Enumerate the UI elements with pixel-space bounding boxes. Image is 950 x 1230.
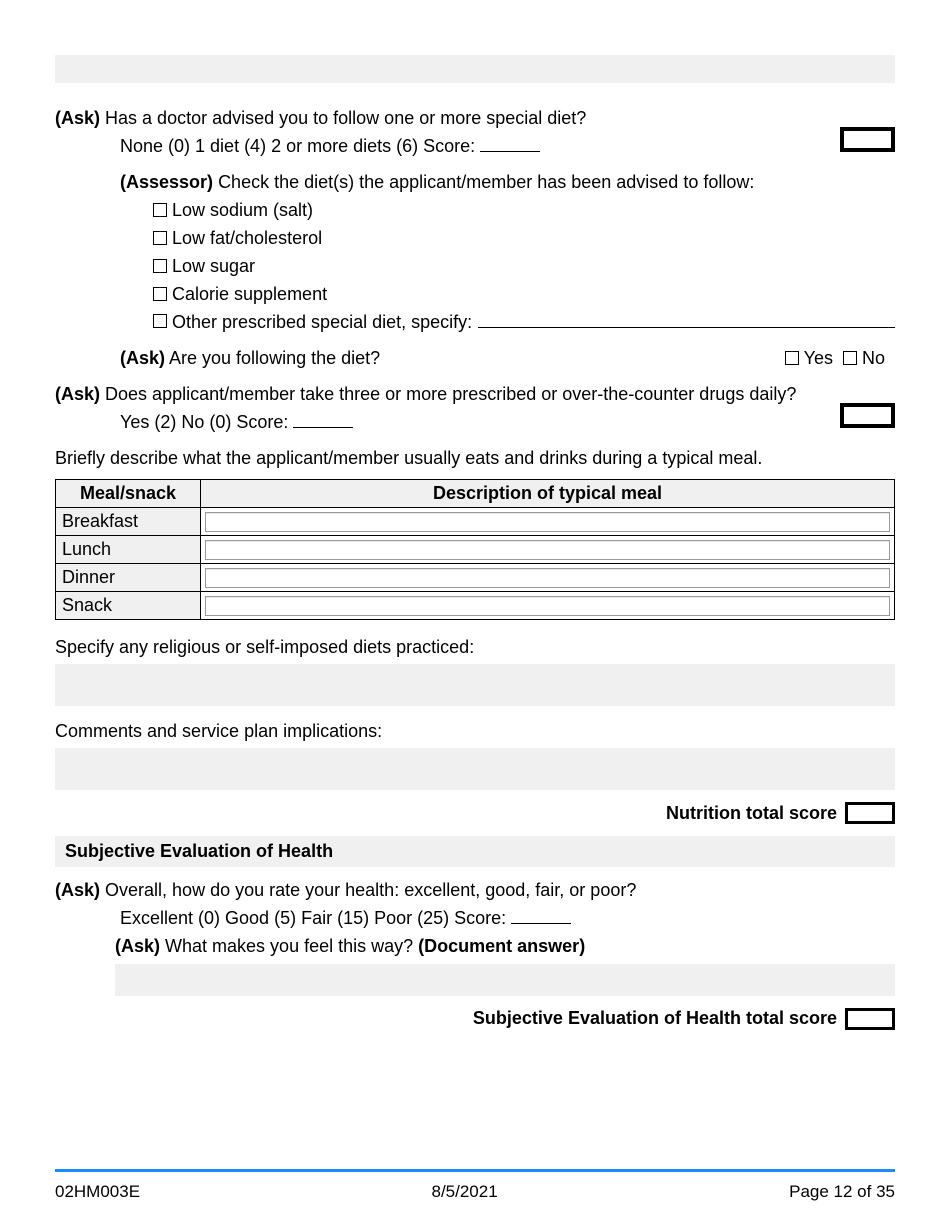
religious-input-area[interactable] [55,664,895,706]
q1-block: (Ask) Has a doctor advised you to follow… [55,103,895,161]
diet-opt-3: Calorie supplement [153,281,895,309]
diet-other-input[interactable] [478,310,895,328]
nutrition-total-box[interactable] [845,802,895,824]
subj-total-box[interactable] [845,1008,895,1030]
checkbox-yes[interactable] [785,351,799,365]
footer-form-id: 02HM003E [55,1182,140,1202]
top-gray-band [55,55,895,83]
page-footer: 02HM003E 8/5/2021 Page 12 of 35 [55,1169,895,1202]
table-row: Snack [56,592,895,620]
checkbox-calorie[interactable] [153,287,167,301]
meal-row-2: Dinner [56,564,201,592]
q4-line: (Ask) What makes you feel this way? (Doc… [115,933,895,959]
yes-no-group: Yes No [785,345,895,371]
checkbox-no[interactable] [843,351,857,365]
q1-question: Has a doctor advised you to follow one o… [105,108,586,128]
diet-opt-1-label: Low fat/cholesterol [172,228,322,248]
ask-label: (Ask) [55,108,100,128]
dinner-input[interactable] [205,568,890,588]
nutrition-total-row: Nutrition total score [55,802,895,824]
diet-opt-2: Low sugar [153,253,895,281]
q2-block: (Ask) Does applicant/member take three o… [55,379,895,437]
checkbox-low-fat[interactable] [153,231,167,245]
q3-options-text: Excellent (0) Good (5) Fair (15) Poor (2… [120,908,506,928]
q2-question: Does applicant/member take three or more… [105,384,796,404]
meal-table: Meal/snack Description of typical meal B… [55,479,895,620]
religious-label: Specify any religious or self-imposed di… [55,634,895,660]
diet-opt-0-label: Low sodium (salt) [172,200,313,220]
q3-options: Excellent (0) Good (5) Fair (15) Poor (2… [120,905,895,931]
meal-col1-header: Meal/snack [56,480,201,508]
subj-total-label: Subjective Evaluation of Health total sc… [473,1008,837,1029]
ask-label-q3: (Ask) [55,880,100,900]
follow-diet-line: (Ask) Are you following the diet? Yes No [120,345,895,371]
assessor-text: Check the diet(s) the applicant/member h… [218,172,754,192]
q1-options: None (0) 1 diet (4) 2 or more diets (6) … [120,133,832,159]
nutrition-total-label: Nutrition total score [666,803,837,824]
q2-options: Yes (2) No (0) Score: [120,409,832,435]
form-page: (Ask) Has a doctor advised you to follow… [0,0,950,1230]
q3-question-line: (Ask) Overall, how do you rate your heal… [55,877,895,903]
checkbox-other[interactable] [153,314,167,328]
table-row: Breakfast [56,508,895,536]
footer-page: Page 12 of 35 [789,1182,895,1202]
q2-score-line[interactable] [293,410,353,428]
diet-opt-0: Low sodium (salt) [153,197,895,225]
diet-opt-other: Other prescribed special diet, specify: [153,309,895,337]
breakfast-input[interactable] [205,512,890,532]
yes-label: Yes [804,348,833,368]
q1-options-text: None (0) 1 diet (4) 2 or more diets (6) … [120,136,475,156]
meal-col2-header: Description of typical meal [201,480,895,508]
diet-opt-3-label: Calorie supplement [172,284,327,304]
q4-question: What makes you feel this way? [165,936,413,956]
ask-label-follow: (Ask) [120,345,165,371]
q2-question-line: (Ask) Does applicant/member take three o… [55,381,832,407]
footer-date: 8/5/2021 [432,1182,498,1202]
no-label: No [862,348,885,368]
comments-input-area[interactable] [55,748,895,790]
checkbox-low-sodium[interactable] [153,203,167,217]
comments-label: Comments and service plan implications: [55,718,895,744]
assessor-line: (Assessor) Check the diet(s) the applica… [120,169,895,195]
q4-input-area[interactable] [115,964,895,996]
diet-opt-1: Low fat/cholesterol [153,225,895,253]
q1-score-box[interactable] [840,127,895,152]
meal-row-1: Lunch [56,536,201,564]
table-row: Lunch [56,536,895,564]
follow-question: Are you following the diet? [169,345,380,371]
q1-score-line[interactable] [480,134,540,152]
q3-score-line[interactable] [511,906,571,924]
diet-opt-2-label: Low sugar [172,256,255,276]
snack-input[interactable] [205,596,890,616]
footer-rule [55,1169,895,1172]
diet-other-label: Other prescribed special diet, specify: [172,309,472,337]
meal-row-3: Snack [56,592,201,620]
q2-score-box[interactable] [840,403,895,428]
section2-title: Subjective Evaluation of Health [55,836,895,867]
assessor-label: (Assessor) [120,172,213,192]
q1-question-line: (Ask) Has a doctor advised you to follow… [55,105,832,131]
table-row: Dinner [56,564,895,592]
lunch-input[interactable] [205,540,890,560]
subj-total-row: Subjective Evaluation of Health total sc… [55,1008,895,1030]
ask-label-q4: (Ask) [115,936,160,956]
doc-answer-label: (Document answer) [418,936,585,956]
meal-row-0: Breakfast [56,508,201,536]
ask-label-q2: (Ask) [55,384,100,404]
q2-options-text: Yes (2) No (0) Score: [120,412,288,432]
q3-question: Overall, how do you rate your health: ex… [105,880,636,900]
describe-line: Briefly describe what the applicant/memb… [55,445,895,471]
checkbox-low-sugar[interactable] [153,259,167,273]
